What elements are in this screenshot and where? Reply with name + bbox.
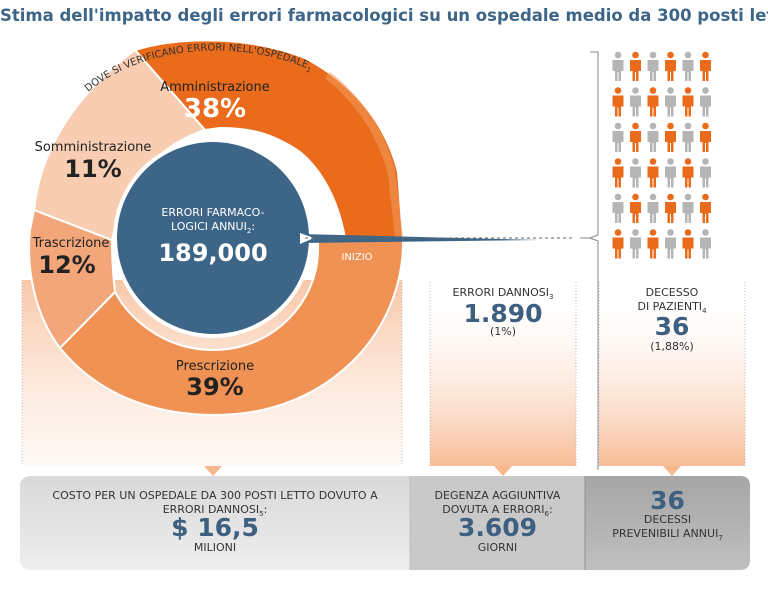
grid-bracket bbox=[588, 51, 599, 470]
harmful-panel-fade bbox=[430, 282, 576, 466]
person-icon bbox=[612, 193, 624, 223]
label-trascrizione: Trascrizione bbox=[32, 236, 110, 251]
harmful-sub: 3 bbox=[548, 293, 554, 302]
person-icon bbox=[682, 87, 694, 117]
stay-caption: DEGENZA AGGIUNTIVA DOVUTA A ERRORI6: bbox=[410, 489, 585, 521]
preventable-caption: DECESSI PREVENIBILI ANNUI7 bbox=[585, 513, 750, 545]
person-icon bbox=[665, 122, 676, 152]
cost-colon: : bbox=[263, 503, 268, 516]
person-icon bbox=[612, 158, 624, 188]
deaths-value: 36 bbox=[654, 312, 690, 341]
person-icon bbox=[630, 229, 641, 259]
person-icon bbox=[647, 158, 659, 188]
pct-prescrizione: 39% bbox=[186, 373, 244, 401]
deaths-line1: DECESSO bbox=[645, 286, 699, 299]
person-icon bbox=[647, 193, 659, 223]
segment-trascrizione bbox=[28, 208, 117, 350]
ring-chart bbox=[28, 39, 540, 417]
deaths-panel-fade bbox=[599, 282, 745, 466]
page-title: Stima dell'impatto degli errori farmacol… bbox=[0, 6, 768, 25]
person-icon bbox=[665, 193, 676, 223]
stay-unit: GIORNI bbox=[477, 541, 518, 554]
person-icon bbox=[700, 87, 711, 117]
cost-sub: 5 bbox=[259, 510, 264, 519]
harmful-pct: (1%) bbox=[489, 325, 517, 338]
pct-trascrizione: 12% bbox=[38, 251, 96, 279]
center-line2: LOGICI ANNUI bbox=[170, 220, 247, 233]
arrow-left bbox=[204, 466, 222, 476]
deaths-pct: (1,88%) bbox=[650, 340, 694, 353]
center-value: 189,000 bbox=[158, 239, 268, 267]
deaths-line2: DI PAZIENTI bbox=[637, 300, 703, 313]
center-colon: : bbox=[251, 220, 256, 233]
person-icon bbox=[700, 51, 711, 81]
segment-amministrazione bbox=[133, 39, 405, 239]
center-caption: ERRORI FARMACO- LOGICI ANNUI2: bbox=[133, 206, 293, 238]
label-amministrazione: Amministrazione bbox=[160, 80, 270, 95]
cost-line1: COSTO PER UN OSPEDALE DA 300 POSTI LETTO… bbox=[52, 489, 378, 502]
harmful-caption: ERRORI DANNOSI3 bbox=[430, 286, 576, 304]
person-icon bbox=[665, 51, 676, 81]
person-icon bbox=[612, 122, 624, 152]
cost-unit: MILIONI bbox=[193, 541, 237, 554]
stay-line1: DEGENZA AGGIUNTIVA bbox=[434, 489, 561, 502]
person-icon bbox=[612, 87, 624, 117]
stay-sub: 6 bbox=[544, 510, 549, 519]
person-icon bbox=[682, 229, 694, 259]
person-icon bbox=[700, 193, 711, 223]
person-icon bbox=[700, 158, 711, 188]
preventable-line2: PREVENIBILI ANNUI bbox=[612, 527, 719, 540]
segment-prescrizione bbox=[58, 237, 405, 417]
person-icon bbox=[682, 51, 694, 81]
person-icon bbox=[682, 122, 694, 152]
cost-value: $ 16,5 bbox=[171, 513, 259, 542]
arrow-mid bbox=[494, 466, 512, 476]
person-icon bbox=[665, 229, 676, 259]
preventable-line1: DECESSI bbox=[643, 513, 692, 526]
preventable-sub: 7 bbox=[718, 534, 723, 543]
cost-line2: ERRORI DANNOSI bbox=[162, 503, 260, 516]
person-icon bbox=[630, 158, 641, 188]
person-icon bbox=[682, 158, 694, 188]
person-icon bbox=[630, 51, 641, 81]
center-sub: 2 bbox=[246, 227, 252, 236]
center-line1: ERRORI FARMACO- bbox=[161, 206, 265, 219]
person-icon bbox=[647, 51, 659, 81]
cost-caption: COSTO PER UN OSPEDALE DA 300 POSTI LETTO… bbox=[20, 489, 410, 521]
person-icon bbox=[630, 122, 641, 152]
person-icon bbox=[700, 122, 711, 152]
person-icon bbox=[682, 193, 694, 223]
label-prescrizione: Prescrizione bbox=[175, 359, 255, 374]
preventable-value: 36 bbox=[650, 486, 685, 515]
stay-value: 3.609 bbox=[457, 513, 538, 542]
pct-somministrazione: 11% bbox=[64, 155, 122, 183]
person-icon bbox=[647, 87, 659, 117]
person-icon bbox=[647, 229, 659, 259]
harmful-value: 1.890 bbox=[463, 299, 543, 328]
pct-amministrazione: 38% bbox=[183, 94, 247, 124]
person-icon bbox=[700, 229, 711, 259]
start-label: INIZIO bbox=[341, 252, 373, 263]
person-icon bbox=[612, 229, 624, 259]
deaths-sub: 4 bbox=[702, 307, 707, 316]
harmful-line1: ERRORI DANNOSI bbox=[452, 286, 549, 299]
person-icon bbox=[630, 87, 641, 117]
stay-line2: DOVUTA A ERRORI bbox=[442, 503, 545, 516]
person-icon bbox=[665, 158, 676, 188]
people-grid bbox=[612, 51, 711, 259]
stay-colon: : bbox=[548, 503, 553, 516]
person-icon bbox=[612, 51, 624, 81]
label-somministrazione: Somministrazione bbox=[34, 140, 152, 155]
person-icon bbox=[630, 193, 641, 223]
arrow-right bbox=[663, 466, 681, 476]
person-icon bbox=[647, 122, 659, 152]
deaths-caption: DECESSO DI PAZIENTI4 bbox=[599, 286, 745, 318]
person-icon bbox=[665, 87, 676, 117]
summary-bar bbox=[20, 476, 750, 570]
